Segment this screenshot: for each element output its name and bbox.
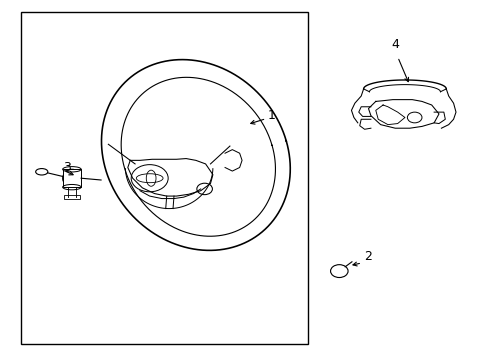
Bar — [21, 12, 307, 344]
Text: 4: 4 — [390, 38, 398, 51]
Text: 3: 3 — [63, 161, 71, 174]
Bar — [64, 195, 80, 199]
Text: 1: 1 — [267, 109, 275, 122]
Bar — [62, 169, 81, 187]
Text: 2: 2 — [364, 250, 372, 263]
